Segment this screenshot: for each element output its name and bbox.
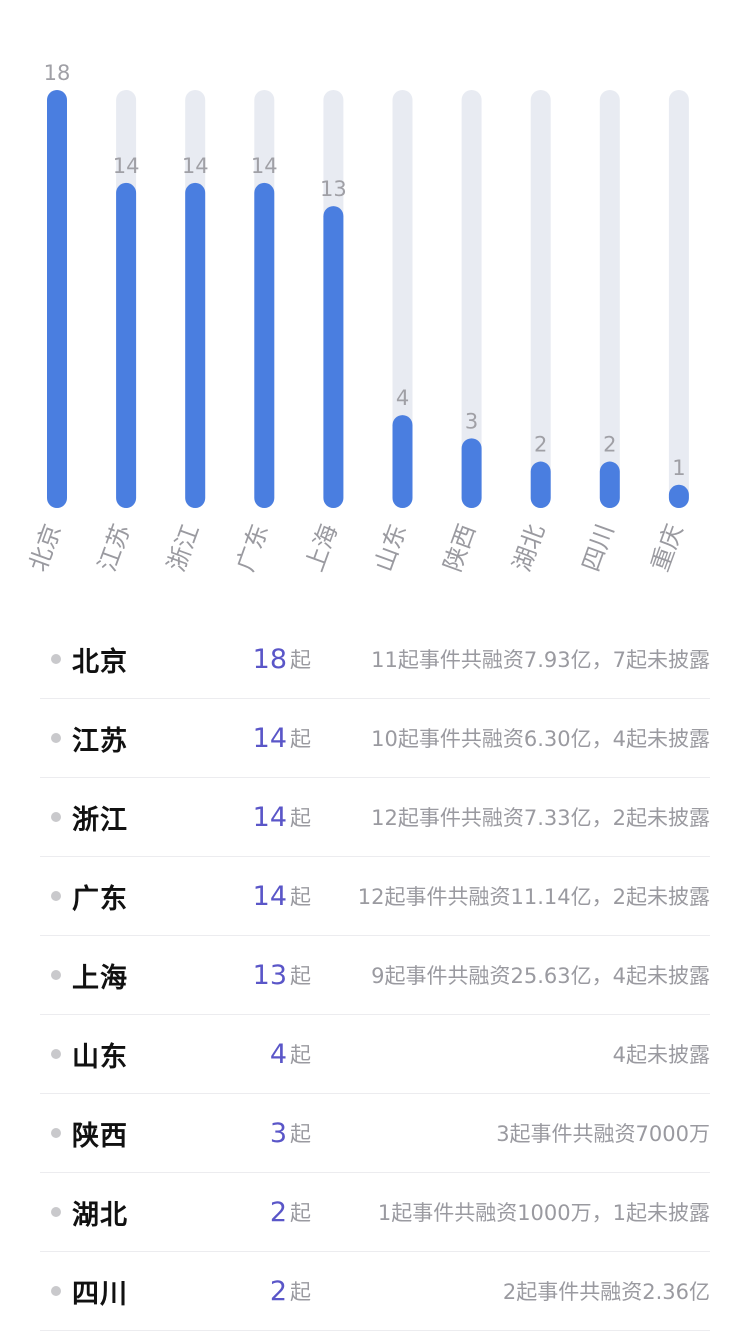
bar-value-label: 3 xyxy=(465,409,478,433)
bar-4 xyxy=(323,206,344,508)
financing-detail: 12起事件共融资11.14亿，2起未披露 xyxy=(357,885,710,909)
bar-value-label: 1 xyxy=(672,456,685,480)
count-unit: 起 xyxy=(290,1280,311,1304)
financing-detail: 12起事件共融资7.33亿，2起未披露 xyxy=(371,806,710,830)
bar-7 xyxy=(530,461,551,508)
count-unit: 起 xyxy=(290,964,311,988)
event-count: 14 xyxy=(252,880,287,912)
bullet-dot-icon xyxy=(51,1049,61,1059)
financing-detail: 2起事件共融资2.36亿 xyxy=(502,1280,710,1304)
category-label: 上海 xyxy=(300,520,343,575)
bar-track xyxy=(599,90,620,508)
financing-detail: 9起事件共融资25.63亿，4起未披露 xyxy=(371,964,710,988)
province-name: 上海 xyxy=(72,962,128,994)
event-count: 3 xyxy=(269,1117,287,1149)
category-label: 浙江 xyxy=(162,520,205,575)
bullet-dot-icon xyxy=(51,1207,61,1217)
event-count: 14 xyxy=(252,801,287,833)
bar-value-label: 14 xyxy=(182,154,209,178)
event-count: 14 xyxy=(252,722,287,754)
category-label: 山东 xyxy=(369,520,412,575)
list-item: 四川 2 起 2起事件共融资2.36亿 xyxy=(40,1252,710,1331)
bullet-dot-icon xyxy=(51,733,61,743)
event-count: 18 xyxy=(252,643,287,675)
bar-3 xyxy=(254,182,275,508)
list-item: 上海 13 起 9起事件共融资25.63亿，4起未披露 xyxy=(40,936,710,1015)
count-unit: 起 xyxy=(290,648,311,672)
bar-5 xyxy=(392,415,413,508)
list-item: 山东 4 起 4起未披露 xyxy=(40,1015,710,1094)
bar-1 xyxy=(116,182,137,508)
list-item: 广东 14 起 12起事件共融资11.14亿，2起未披露 xyxy=(40,857,710,936)
bar-track xyxy=(530,90,551,508)
category-label: 北京 xyxy=(24,520,67,575)
financing-detail: 3起事件共融资7000万 xyxy=(496,1122,710,1146)
province-list: 北京 18 起 11起事件共融资7.93亿，7起未披露 江苏 14 起 10起事件共融资6.3… xyxy=(40,620,710,1331)
count-unit: 起 xyxy=(290,727,311,751)
bar-track xyxy=(668,90,689,508)
count-unit: 起 xyxy=(290,1043,311,1067)
list-item: 北京 18 起 11起事件共融资7.93亿，7起未披露 xyxy=(40,620,710,699)
financing-detail: 1起事件共融资1000万，1起未披露 xyxy=(377,1201,710,1225)
bar-track xyxy=(461,90,482,508)
bar-track xyxy=(392,90,413,508)
financing-detail: 11起事件共融资7.93亿，7起未披露 xyxy=(371,648,710,672)
financing-detail: 10起事件共融资6.30亿，4起未披露 xyxy=(371,727,710,751)
count-unit: 起 xyxy=(290,885,311,909)
category-label: 四川 xyxy=(577,520,620,575)
count-unit: 起 xyxy=(290,1201,311,1225)
province-bar-chart: 18 北京 14 江苏 14 浙江 14 广东 13 上海 4 山东 3 陕西 2 湖北 2 四川 1 重庆 xyxy=(24,61,689,575)
bar-2 xyxy=(185,182,206,508)
event-count: 2 xyxy=(269,1196,287,1228)
bar-9 xyxy=(668,484,689,508)
category-label: 湖北 xyxy=(508,520,551,575)
list-item: 陕西 3 起 3起事件共融资7000万 xyxy=(40,1094,710,1173)
event-count: 4 xyxy=(269,1038,287,1070)
category-label: 陕西 xyxy=(439,520,482,575)
count-unit: 起 xyxy=(290,806,311,830)
bullet-dot-icon xyxy=(51,970,61,980)
bar-value-label: 2 xyxy=(603,433,616,457)
event-count: 2 xyxy=(269,1275,287,1307)
event-count: 13 xyxy=(252,959,287,991)
province-name: 山东 xyxy=(72,1041,128,1073)
province-name: 江苏 xyxy=(72,725,128,757)
bullet-dot-icon xyxy=(51,1286,61,1296)
list-item: 湖北 2 起 1起事件共融资1000万，1起未披露 xyxy=(40,1173,710,1252)
province-name: 四川 xyxy=(72,1278,128,1310)
bar-value-label: 2 xyxy=(534,433,547,457)
bar-value-label: 13 xyxy=(320,177,347,201)
category-label: 广东 xyxy=(231,520,274,575)
bullet-dot-icon xyxy=(51,654,61,664)
bar-value-label: 18 xyxy=(44,61,71,85)
list-item: 江苏 14 起 10起事件共融资6.30亿，4起未披露 xyxy=(40,699,710,778)
category-label: 重庆 xyxy=(646,520,689,575)
count-unit: 起 xyxy=(290,1122,311,1146)
bar-8 xyxy=(599,461,620,508)
bullet-dot-icon xyxy=(51,891,61,901)
list-item: 浙江 14 起 12起事件共融资7.33亿，2起未披露 xyxy=(40,778,710,857)
bullet-dot-icon xyxy=(51,1128,61,1138)
bar-value-label: 4 xyxy=(396,386,409,410)
province-name: 湖北 xyxy=(72,1199,128,1231)
financing-detail: 4起未披露 xyxy=(612,1043,710,1067)
bar-value-label: 14 xyxy=(251,154,278,178)
bullet-dot-icon xyxy=(51,812,61,822)
bar-6 xyxy=(461,438,482,508)
province-name: 广东 xyxy=(72,883,128,915)
category-label: 江苏 xyxy=(93,520,136,575)
province-name: 北京 xyxy=(72,646,128,678)
province-name: 浙江 xyxy=(72,804,128,836)
province-name: 陕西 xyxy=(72,1120,128,1152)
bar-value-label: 14 xyxy=(113,154,140,178)
bar-0 xyxy=(47,90,67,508)
